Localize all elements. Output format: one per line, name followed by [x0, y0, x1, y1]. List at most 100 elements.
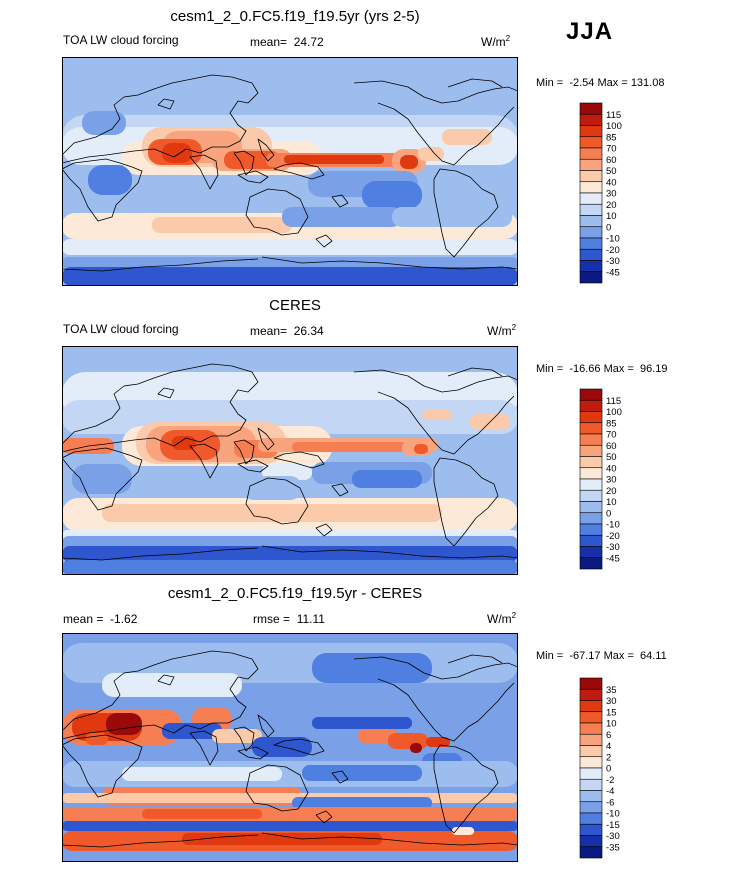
- colorbar-level-label: 20: [606, 486, 617, 497]
- colorbar-level-label: 35: [606, 685, 617, 696]
- colorbar-box: [579, 433, 603, 446]
- colorbar-box: [579, 136, 603, 149]
- colorbar-box: [579, 125, 603, 138]
- map-frame: [62, 57, 518, 286]
- colorbar-level-label: 40: [606, 463, 617, 474]
- field-contour: [182, 833, 382, 845]
- panel-1-units: W/m2: [481, 34, 511, 49]
- colorbar-level-label: 15: [606, 707, 617, 718]
- colorbar-box: [579, 711, 603, 724]
- coastline: [447, 78, 503, 88]
- panel-2-units: W/m2: [487, 323, 517, 338]
- coastline: [433, 457, 499, 547]
- field-contour: [414, 444, 428, 454]
- panel-3-mean: mean = -1.62: [63, 612, 138, 626]
- colorbar-level-label: 100: [606, 407, 622, 418]
- panel-1-minmax: Min = -2.54 Max = 131.08: [536, 77, 665, 89]
- colorbar-box: [579, 147, 603, 160]
- field-contour: [282, 207, 402, 227]
- coastline: [62, 74, 259, 164]
- colorbar-box: [579, 557, 603, 570]
- coastline: [331, 194, 349, 208]
- field-contour: [442, 129, 492, 145]
- panel-2-mean: mean= 26.34: [250, 324, 324, 338]
- coastline: [353, 656, 518, 680]
- colorbar-level-label: 4: [606, 741, 611, 752]
- field-contour: [106, 713, 142, 735]
- coastline: [62, 734, 143, 798]
- colorbar-box: [579, 215, 603, 228]
- colorbar-box: [579, 467, 603, 480]
- field-contour: [62, 239, 518, 255]
- field-contour: [62, 546, 518, 562]
- colorbar-level-label: -10: [606, 520, 620, 531]
- colorbar-box: [579, 501, 603, 514]
- panel-2-field-label: TOA LW cloud forcing: [63, 322, 179, 336]
- coastline: [261, 832, 518, 846]
- colorbar-level-label: -15: [606, 820, 620, 831]
- colorbar-box: [579, 846, 603, 859]
- colorbar-level-label: 60: [606, 155, 617, 166]
- colorbar-level-label: 10: [606, 497, 617, 508]
- field-contour: [142, 809, 262, 819]
- coastline: [273, 451, 325, 469]
- field-contour: [284, 155, 384, 164]
- colorbar-level-label: -20: [606, 531, 620, 542]
- colorbar-level-label: 85: [606, 132, 617, 143]
- colorbar-box: [579, 226, 603, 239]
- colorbar-level-label: -10: [606, 234, 620, 245]
- coastline: [331, 770, 349, 784]
- colorbar-level-label: 0: [606, 764, 611, 775]
- coastline: [273, 162, 325, 180]
- colorbar-box: [579, 192, 603, 205]
- coastline: [189, 443, 219, 479]
- colorbar-box: [579, 489, 603, 502]
- field-contour: [302, 765, 422, 781]
- colorbar-level-label: -30: [606, 831, 620, 842]
- field-contour: [102, 504, 442, 522]
- colorbar-box: [579, 823, 603, 836]
- colorbar-level-label: -30: [606, 256, 620, 267]
- coastline: [189, 730, 219, 766]
- colorbar-box: [579, 422, 603, 435]
- panel-1-title: cesm1_2_0.FC5.f19_f19.5yr (yrs 2-5): [170, 8, 420, 25]
- map-frame: [62, 346, 518, 575]
- colorbar-box: [579, 181, 603, 194]
- field-contour: [62, 793, 518, 803]
- colorbar-level-label: 10: [606, 211, 617, 222]
- colorbar-box: [579, 546, 603, 559]
- colorbar-level-label: 0: [606, 222, 611, 233]
- field-contour: [292, 442, 412, 452]
- coastline: [257, 427, 275, 451]
- colorbar-level-label: 30: [606, 475, 617, 486]
- colorbar-box: [579, 534, 603, 547]
- colorbar-box: [579, 733, 603, 746]
- panel-3-map: [62, 633, 518, 862]
- colorbar-box: [579, 478, 603, 491]
- coastline: [62, 447, 143, 511]
- colorbar-box: [579, 203, 603, 216]
- panel-3-units: W/m2: [487, 611, 517, 626]
- colorbar-level-label: -4: [606, 786, 614, 797]
- colorbar-level-label: 70: [606, 144, 617, 155]
- colorbar-box: [579, 778, 603, 791]
- coastline: [157, 98, 175, 110]
- panel-3-title: cesm1_2_0.FC5.f19_f19.5yr - CERES: [167, 585, 423, 602]
- colorbar-level-label: 50: [606, 166, 617, 177]
- field-contour: [418, 147, 444, 161]
- field-contour: [88, 165, 132, 195]
- field-contour: [292, 797, 432, 809]
- colorbar-box: [579, 835, 603, 848]
- colorbar-box: [579, 700, 603, 713]
- coastline: [433, 168, 499, 258]
- coastline: [245, 477, 309, 525]
- field-contour: [162, 723, 222, 739]
- colorbar-box: [579, 523, 603, 536]
- coastline: [353, 369, 518, 393]
- field-contour: [422, 410, 452, 420]
- coastline: [62, 363, 259, 453]
- colorbar-level-label: 115: [606, 110, 621, 121]
